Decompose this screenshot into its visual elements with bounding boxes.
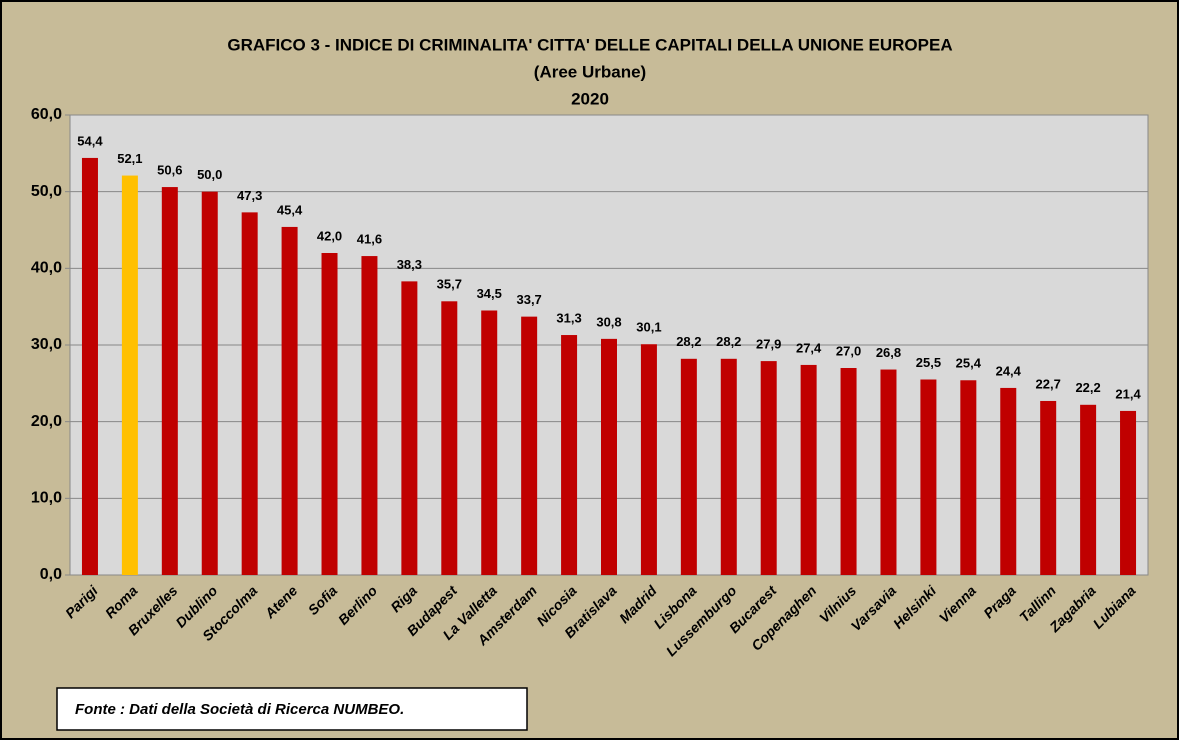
y-tick-label: 40,0 [31,260,62,277]
source-note: Fonte : Dati della Società di Ricerca NU… [75,701,404,718]
bar [521,316,538,575]
value-label: 50,6 [157,163,182,178]
value-label: 52,1 [117,151,142,166]
bar [321,253,338,575]
bar [361,256,378,575]
value-label: 45,4 [277,202,303,217]
value-label: 34,5 [477,286,502,301]
value-label: 30,8 [596,314,621,329]
value-label: 26,8 [876,345,901,360]
bar [960,380,977,575]
chart-year: 2020 [571,89,609,108]
y-tick-label: 50,0 [31,183,62,200]
bar [201,191,218,575]
bar [840,368,857,575]
bar [401,281,418,575]
value-label: 31,3 [556,310,581,325]
bar [720,358,737,575]
chart-subtitle: (Aree Urbane) [534,62,646,81]
bar [920,379,937,575]
value-label: 35,7 [437,277,462,292]
value-label: 38,3 [397,257,422,272]
y-tick-label: 10,0 [31,490,62,507]
y-tick-label: 60,0 [31,106,62,123]
bar [441,301,458,575]
bar [1080,404,1097,575]
value-label: 21,4 [1115,386,1141,401]
chart-title: GRAFICO 3 - INDICE DI CRIMINALITA' CITTA… [227,35,952,54]
value-label: 24,4 [996,363,1022,378]
value-label: 27,4 [796,340,822,355]
value-label: 28,2 [676,334,701,349]
value-label: 42,0 [317,228,342,243]
y-tick-label: 20,0 [31,413,62,430]
bar [640,344,657,575]
value-label: 22,2 [1075,380,1100,395]
bar [1000,387,1017,575]
value-label: 22,7 [1036,376,1061,391]
bar [281,226,298,575]
value-label: 47,3 [237,188,262,203]
value-label: 50,0 [197,167,222,182]
bar [241,212,258,575]
bar [161,187,178,576]
bar [1040,400,1057,575]
bar [880,369,897,575]
bar [1120,410,1137,575]
value-label: 30,1 [636,320,661,335]
value-label: 25,5 [916,355,941,370]
value-label: 33,7 [516,292,541,307]
bar [481,310,498,575]
bar [800,364,817,575]
bar [121,175,138,576]
value-label: 27,0 [836,343,861,358]
bar [561,335,578,575]
bar [601,338,617,575]
note-box [56,687,528,731]
bar [81,157,98,575]
bar [680,358,697,575]
value-label: 41,6 [357,232,382,247]
value-label: 28,2 [716,334,741,349]
y-tick-label: 0,0 [40,566,62,583]
value-label: 54,4 [77,133,103,148]
bar [760,361,777,575]
value-label: 25,4 [956,356,982,371]
value-label: 27,9 [756,337,781,352]
y-tick-label: 30,0 [31,336,62,353]
